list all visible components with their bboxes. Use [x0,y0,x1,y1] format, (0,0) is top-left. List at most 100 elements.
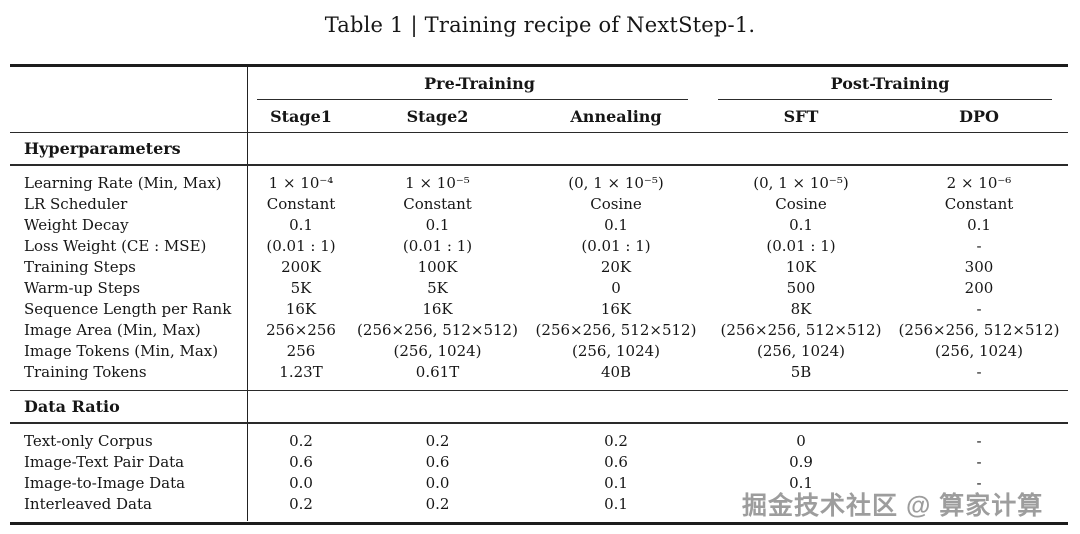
cell: 0.2 [425,494,450,513]
column-header-annealing: Annealing [570,106,662,126]
table-row: Warm-up Steps 5K 5K 0 500 200 [10,278,1068,299]
cell: 0.6 [425,452,450,471]
data-ratio-body: Text-only Corpus 0.2 0.2 0.2 0 - Image-T… [10,424,1068,522]
cell: (0.01 : 1) [402,236,473,255]
cell: 0.0 [425,473,450,492]
cell: 0.1 [425,215,450,234]
row-label: Image-to-Image Data [24,473,186,492]
cell: 0.6 [604,452,628,471]
cell: 16K [422,299,453,318]
cell: 16K [600,299,632,318]
horizontal-rule [10,422,1068,424]
cell: 1.23T [279,362,323,381]
row-label: Warm-up Steps [24,278,141,297]
cell: 256×256 [266,320,336,339]
cell: 0.1 [789,215,813,234]
column-header-sft: SFT [783,106,819,126]
cell: (256×256, 512×512) [357,320,518,339]
horizontal-rule [10,132,1068,134]
table-row: Training Steps 200K 100K 20K 10K 300 [10,257,1068,278]
cell: (256×256, 512×512) [898,320,1060,339]
cell: 0.9 [789,452,813,471]
cell: 0.1 [604,494,628,513]
cell: - [976,362,982,381]
table-row: Interleaved Data 0.2 0.2 0.1 [10,494,1068,515]
cell: Constant [944,194,1014,213]
cell: 256 [286,341,316,360]
top-rule [10,64,1068,67]
cell: 0 [611,278,621,297]
cell: (256×256, 512×512) [535,320,697,339]
cell: (256, 1024) [393,341,482,360]
table-row: Training Tokens 1.23T 0.61T 40B 5B - [10,362,1068,383]
cell: 10K [785,257,817,276]
cell: 8K [790,299,812,318]
cell: 5B [790,362,812,381]
table-row: Sequence Length per Rank 16K 16K 16K 8K … [10,299,1068,320]
row-label: Training Tokens [24,362,147,381]
cell: 0.1 [604,473,628,492]
cell: - [976,299,982,318]
column-header-row: Stage1 Stage2 Annealing SFT DPO [10,100,1068,132]
cell: 16K [285,299,317,318]
table-row: Image-Text Pair Data 0.6 0.6 0.6 0.9 - [10,452,1068,473]
cell: (256, 1024) [571,341,661,360]
cell: (0, 1 × 10⁻⁵) [753,173,849,192]
cell: (256, 1024) [934,341,1024,360]
cell: 40B [600,362,632,381]
table-row: Image Tokens (Min, Max) 256 (256, 1024) … [10,341,1068,362]
cell: 2 × 10⁻⁶ [946,173,1012,192]
cell: 20K [600,257,632,276]
cell: (256, 1024) [756,341,846,360]
column-divider [247,391,249,422]
row-label: Image-Text Pair Data [24,452,185,471]
cell: 0.2 [289,431,313,450]
cell: - [976,431,982,450]
cell: 5K [427,278,448,297]
cell: 0.1 [789,473,813,492]
table-caption: Table 1 | Training recipe of NextStep-1. [324,13,756,37]
cell: 200K [281,257,321,276]
column-divider [247,424,249,521]
bottom-rule [10,521,1068,525]
section-title: Data Ratio [24,397,120,417]
watermark: 掘金技术社区 @ 算家计算 [742,492,1044,520]
cell: Cosine [775,194,827,213]
table-row: LR Scheduler Constant Constant Cosine Co… [10,194,1068,215]
column-divider [247,67,249,132]
cell: (0, 1 × 10⁻⁵) [568,173,664,192]
cell: 0.2 [289,494,313,513]
table-row: Learning Rate (Min, Max) 1 × 10⁻⁴ 1 × 10… [10,173,1068,194]
cell: 0.2 [425,431,450,450]
training-recipe-table: Pre-Training Post-Training Stage1 Stage2… [10,64,1068,525]
row-label: Weight Decay [24,215,129,234]
table-row: Loss Weight (CE : MSE) (0.01 : 1) (0.01 … [10,236,1068,257]
cell: Constant [403,194,472,213]
cell: 0.2 [604,431,628,450]
column-group-posttraining: Post-Training [712,67,1068,100]
row-label: Image Area (Min, Max) [24,320,201,339]
section-header-hyperparameters: Hyperparameters [10,133,1068,164]
horizontal-rule [10,389,1068,392]
row-label: Image Tokens (Min, Max) [24,341,219,360]
row-label: LR Scheduler [24,194,128,213]
cell: 0.61T [415,362,460,381]
cell: 100K [417,257,458,276]
cell: 0.1 [289,215,313,234]
cell: 1 × 10⁻⁵ [405,173,470,192]
cell: 200 [964,278,994,297]
cell: 0.6 [289,452,313,471]
horizontal-rule [10,164,1068,166]
cell: 5K [290,278,312,297]
column-divider [247,133,249,164]
column-group-pretraining: Pre-Training [247,67,712,100]
table-row: Weight Decay 0.1 0.1 0.1 0.1 0.1 [10,215,1068,236]
cell: Cosine [590,194,642,213]
column-header-dpo: DPO [959,106,999,126]
cell: 0.1 [967,215,991,234]
row-label: Loss Weight (CE : MSE) [24,236,207,255]
cell: - [976,452,982,471]
table-row: Image-to-Image Data 0.0 0.0 0.1 0.1 - [10,473,1068,494]
hyperparameters-body: Learning Rate (Min, Max) 1 × 10⁻⁴ 1 × 10… [10,166,1068,390]
